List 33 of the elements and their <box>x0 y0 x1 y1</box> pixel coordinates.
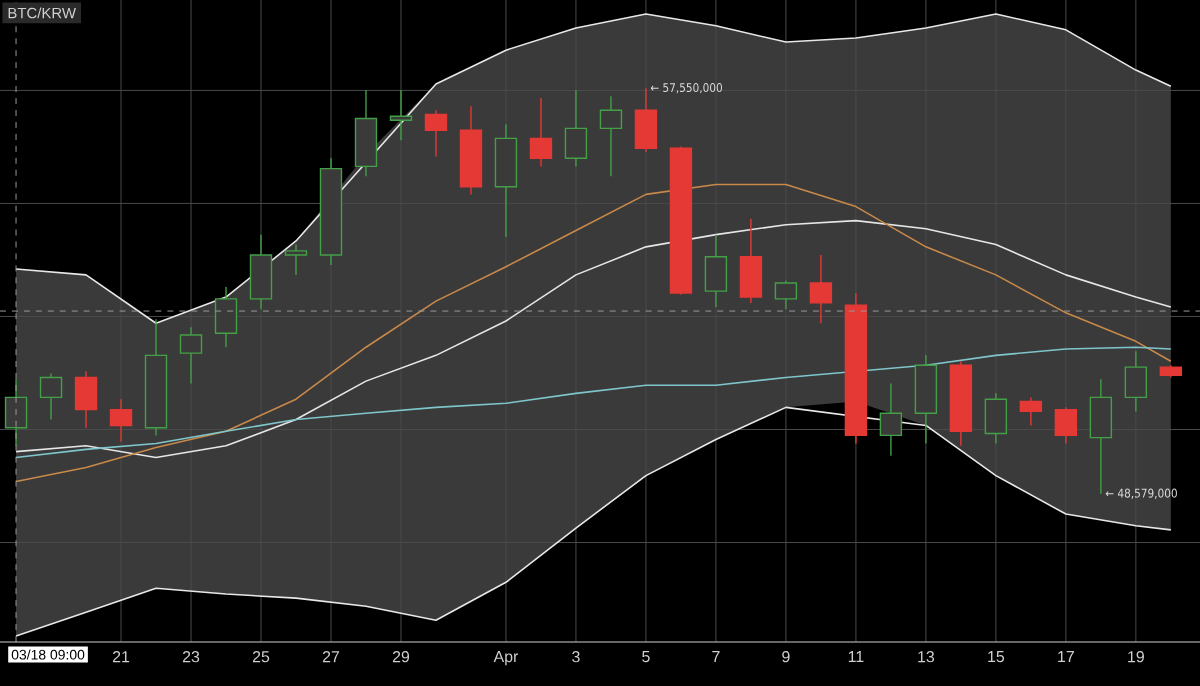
candlestick <box>949 360 973 447</box>
candlestick <box>179 326 203 385</box>
candlestick <box>144 318 168 437</box>
candlestick <box>1019 396 1043 427</box>
candlestick <box>809 254 833 324</box>
candlestick <box>459 105 483 196</box>
candlestick <box>984 392 1008 445</box>
candlestick <box>424 109 448 158</box>
candlestick <box>914 354 938 445</box>
candlestick <box>249 233 273 310</box>
candlestick <box>74 370 98 429</box>
candlestick <box>529 97 553 168</box>
candlestick <box>564 89 588 168</box>
candlestick <box>739 218 763 304</box>
candlestick <box>599 95 623 178</box>
candlestick <box>634 87 658 154</box>
candlestick <box>1124 350 1148 413</box>
candlestick <box>1159 364 1183 379</box>
candlestick <box>774 280 798 310</box>
candlestick <box>109 398 133 443</box>
candlestick <box>844 292 868 445</box>
candlestick <box>879 382 903 457</box>
candlestick <box>39 372 63 421</box>
candlestick <box>1054 406 1078 445</box>
candlestick <box>1089 378 1113 495</box>
candlestick <box>284 243 308 276</box>
candlestick <box>214 286 238 348</box>
candlestick <box>704 233 728 308</box>
candlestick <box>494 123 518 238</box>
candlestick <box>319 157 343 266</box>
candlestick <box>389 89 413 141</box>
candlestick <box>669 145 693 296</box>
candlestick <box>354 89 378 178</box>
